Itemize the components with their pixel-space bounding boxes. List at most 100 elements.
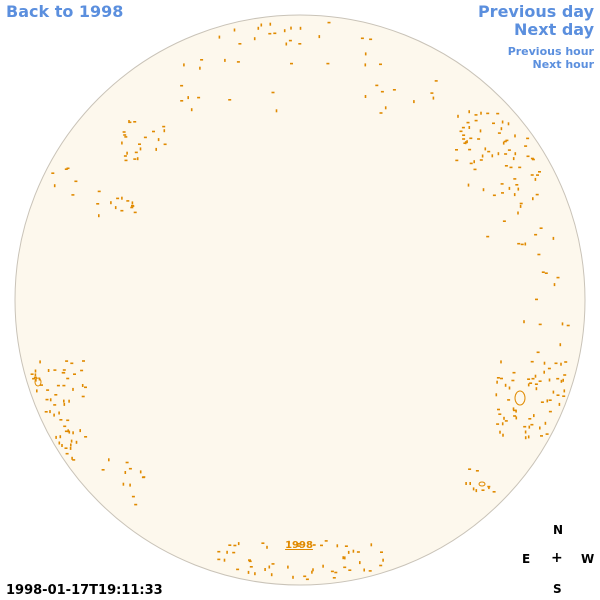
active-region-mark [303, 575, 307, 578]
previous-day-link[interactable]: Previous day [477, 2, 594, 21]
active-region-mark [122, 482, 125, 486]
active-region-mark [502, 220, 506, 222]
active-region-mark [556, 377, 560, 380]
active-region-mark [84, 386, 87, 389]
next-day-link[interactable]: Next day [514, 20, 594, 39]
active-region-mark [455, 149, 458, 151]
active-region-mark [523, 320, 525, 324]
active-region-mark [49, 410, 51, 414]
active-region-mark [363, 568, 365, 572]
compass-east: E [522, 552, 531, 566]
active-region-mark [380, 90, 384, 93]
active-region-mark [73, 373, 76, 375]
active-region-mark [530, 360, 534, 363]
active-region-mark [523, 425, 527, 428]
compass-south: S [553, 582, 562, 596]
active-region-mark [566, 324, 570, 327]
compass-north: N [553, 523, 564, 537]
active-region-mark [540, 435, 543, 437]
active-region-mark [128, 121, 132, 124]
active-region-mark [46, 389, 50, 391]
active-region-mark [356, 551, 360, 553]
active-region-mark [322, 564, 324, 568]
active-region-mark [468, 468, 472, 470]
active-region-mark [228, 544, 232, 546]
active-region-mark [546, 399, 549, 403]
active-region-mark [270, 573, 273, 577]
active-region-mark [66, 377, 70, 380]
active-region-mark [529, 382, 533, 384]
active-region-mark [368, 570, 372, 572]
active-region-mark [498, 413, 502, 415]
active-region-mark [143, 136, 147, 139]
active-region-mark [61, 444, 63, 447]
active-region-mark [513, 193, 516, 197]
active-region-mark [288, 540, 290, 544]
active-region-mark [233, 544, 237, 547]
active-region-mark [508, 186, 511, 190]
active-region-mark [501, 120, 504, 124]
active-region-mark [268, 565, 271, 569]
active-region-mark [253, 37, 256, 41]
active-region-mark [125, 461, 129, 464]
active-region-mark [562, 378, 564, 382]
active-region-mark [496, 380, 498, 384]
active-region-mark [79, 429, 81, 433]
active-region-mark [534, 233, 538, 236]
active-region-mark [461, 126, 465, 129]
active-region-mark [334, 571, 338, 574]
active-region-mark [133, 158, 137, 160]
active-region-mark [509, 166, 513, 169]
active-region-mark [359, 561, 361, 565]
active-region-mark [130, 206, 134, 209]
active-region-mark [128, 467, 132, 470]
active-region-mark [108, 458, 110, 462]
active-region-mark [492, 122, 495, 125]
active-region-mark [290, 26, 292, 30]
active-region-mark [34, 369, 37, 373]
active-region-mark [379, 112, 383, 114]
active-region-mark [520, 243, 524, 246]
active-region-mark [538, 171, 541, 173]
active-region-mark [183, 63, 185, 67]
active-region-mark [285, 42, 288, 46]
active-region-mark [63, 425, 67, 428]
active-region-mark [128, 120, 130, 123]
active-region-mark [80, 369, 84, 372]
active-region-mark [290, 62, 293, 65]
active-region-mark [491, 154, 494, 158]
active-region-mark [474, 114, 478, 116]
active-region-mark [487, 150, 491, 153]
active-region-mark [500, 183, 504, 185]
active-region-mark [136, 157, 139, 161]
active-region-mark [497, 132, 501, 134]
active-region-mark [65, 452, 69, 455]
previous-hour-link[interactable]: Previous hour [507, 45, 594, 58]
active-region-mark [561, 322, 564, 326]
back-to-1998-link[interactable]: Back to 1998 [6, 2, 124, 21]
active-region-mark [126, 151, 128, 155]
active-region-mark [496, 377, 500, 379]
active-region-mark [434, 80, 438, 82]
active-region-mark [524, 145, 528, 147]
active-region-mark [530, 423, 534, 426]
disk-year-label[interactable]: 1998 [285, 540, 313, 551]
active-region-mark [535, 298, 538, 301]
active-region-mark [123, 155, 127, 157]
next-hour-link[interactable]: Next hour [532, 58, 595, 71]
active-region-mark [53, 404, 57, 406]
active-region-mark [98, 214, 100, 218]
active-region-mark [124, 136, 128, 138]
active-region-mark [554, 362, 558, 365]
active-region-mark [517, 187, 520, 191]
active-region-mark [534, 177, 537, 181]
active-region-mark [535, 193, 539, 196]
active-region-mark [81, 384, 84, 387]
active-region-mark [67, 429, 69, 433]
active-region-mark [466, 140, 468, 144]
active-region-mark [517, 211, 519, 215]
active-region-mark [462, 138, 466, 140]
active-region-mark [39, 360, 41, 364]
active-region-mark [271, 91, 275, 94]
